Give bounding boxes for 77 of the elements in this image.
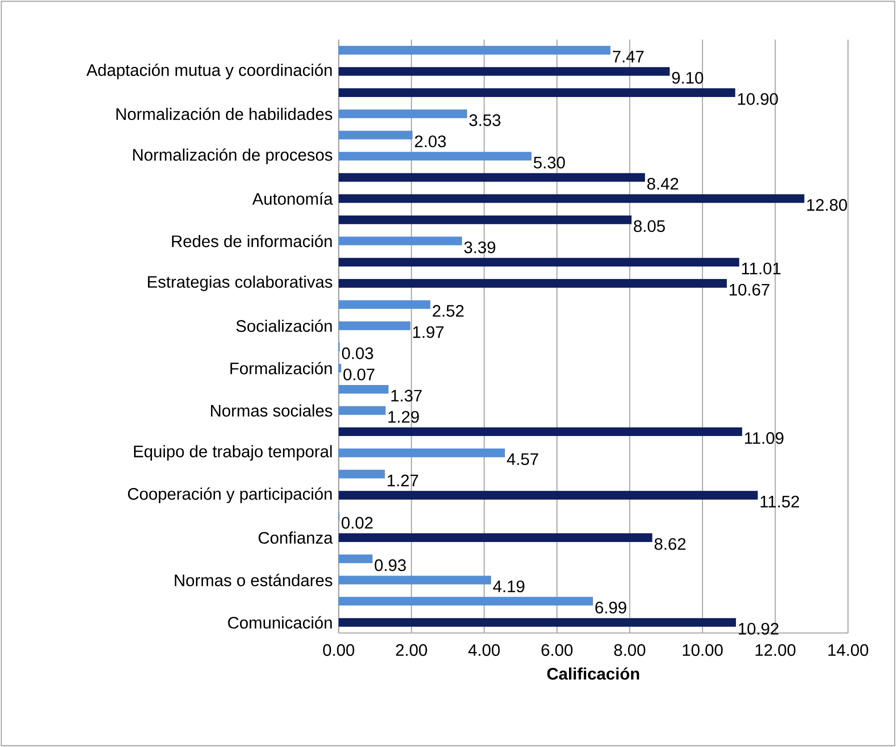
y-tick-label: Normas o estándares bbox=[174, 574, 332, 586]
bar bbox=[338, 554, 372, 564]
bar bbox=[338, 215, 632, 224]
data-label: 10.92 bbox=[738, 622, 778, 635]
bar bbox=[338, 364, 342, 372]
data-label: 10.90 bbox=[738, 93, 778, 105]
data-label: 7.47 bbox=[612, 50, 644, 62]
bar bbox=[338, 533, 652, 542]
bar bbox=[338, 130, 413, 140]
y-tick-label: Autonomía bbox=[252, 192, 333, 205]
bar bbox=[338, 258, 740, 266]
bar bbox=[338, 618, 736, 627]
x-tick-label: 12.00 bbox=[756, 644, 796, 656]
x-tick-label: 8.00 bbox=[614, 644, 646, 656]
bar bbox=[338, 406, 386, 415]
bar bbox=[338, 448, 505, 458]
data-label: 3.53 bbox=[469, 114, 500, 126]
data-label: 11.09 bbox=[745, 432, 784, 444]
x-tick-label: 6.00 bbox=[542, 644, 573, 656]
x-tick-label: 14.00 bbox=[828, 644, 868, 656]
y-tick-label: Equipo de trabajo temporal bbox=[134, 445, 332, 461]
data-label: 12.80 bbox=[807, 199, 847, 211]
bar bbox=[338, 152, 532, 161]
data-label: 8.05 bbox=[634, 220, 665, 232]
data-label: 1.29 bbox=[388, 410, 419, 423]
y-tick-label: Cooperación y participación bbox=[128, 487, 332, 504]
data-label: 5.30 bbox=[534, 156, 565, 168]
data-label: 4.57 bbox=[506, 453, 538, 466]
data-label: 1.27 bbox=[388, 474, 418, 486]
bar bbox=[338, 194, 804, 203]
data-label: 10.67 bbox=[730, 284, 770, 296]
x-tick-label: 10.00 bbox=[682, 644, 723, 656]
data-label: 0.03 bbox=[342, 347, 374, 360]
y-tick-label: Formalización bbox=[230, 362, 332, 374]
y-tick-label: Normalización de procesos bbox=[133, 148, 332, 164]
bar bbox=[338, 300, 430, 309]
y-tick-label: Estrategias colaborativas bbox=[148, 276, 332, 292]
y-tick-label: Confianza bbox=[258, 532, 333, 544]
bar bbox=[338, 596, 593, 606]
bar bbox=[338, 109, 468, 118]
x-axis-title: Calificación bbox=[547, 667, 640, 680]
bar bbox=[338, 576, 492, 584]
data-label: 1.97 bbox=[413, 326, 444, 338]
data-label: 0.93 bbox=[374, 559, 406, 572]
bar bbox=[338, 67, 670, 76]
y-tick-label: Comunicación bbox=[228, 616, 332, 629]
bar bbox=[338, 470, 385, 478]
y-tick-label: Redes de información bbox=[172, 234, 332, 248]
data-label: 0.02 bbox=[342, 516, 373, 529]
x-tick-label: 4.00 bbox=[468, 644, 500, 656]
data-label: 11.01 bbox=[742, 262, 780, 274]
data-label: 4.19 bbox=[493, 580, 524, 592]
y-tick-label: Normalización de habilidades bbox=[116, 108, 332, 120]
data-label: 8.62 bbox=[654, 538, 686, 550]
data-label: 6.99 bbox=[595, 602, 626, 614]
y-tick-label: Adaptación mutua y coordinación bbox=[86, 64, 332, 80]
bar bbox=[338, 490, 758, 500]
bar bbox=[338, 46, 610, 55]
bar bbox=[338, 279, 727, 288]
data-label: 3.39 bbox=[464, 241, 496, 254]
data-label: 8.42 bbox=[647, 178, 678, 190]
data-label: 1.37 bbox=[391, 390, 422, 402]
y-tick-label: Normas sociales bbox=[211, 404, 332, 417]
y-tick-label: Socialización bbox=[236, 320, 332, 332]
bar bbox=[338, 321, 410, 330]
bar bbox=[338, 88, 736, 97]
bar bbox=[338, 427, 742, 436]
x-tick-label: 2.00 bbox=[396, 644, 427, 656]
data-label: 2.03 bbox=[414, 135, 446, 148]
data-label: 11.52 bbox=[760, 496, 800, 508]
x-tick-label: 0.00 bbox=[323, 644, 354, 656]
data-label: 9.10 bbox=[672, 72, 704, 84]
data-label: 2.52 bbox=[432, 305, 464, 317]
bar bbox=[338, 236, 462, 246]
data-label: 0.07 bbox=[343, 368, 374, 380]
bar bbox=[338, 173, 645, 182]
bar bbox=[338, 384, 389, 394]
